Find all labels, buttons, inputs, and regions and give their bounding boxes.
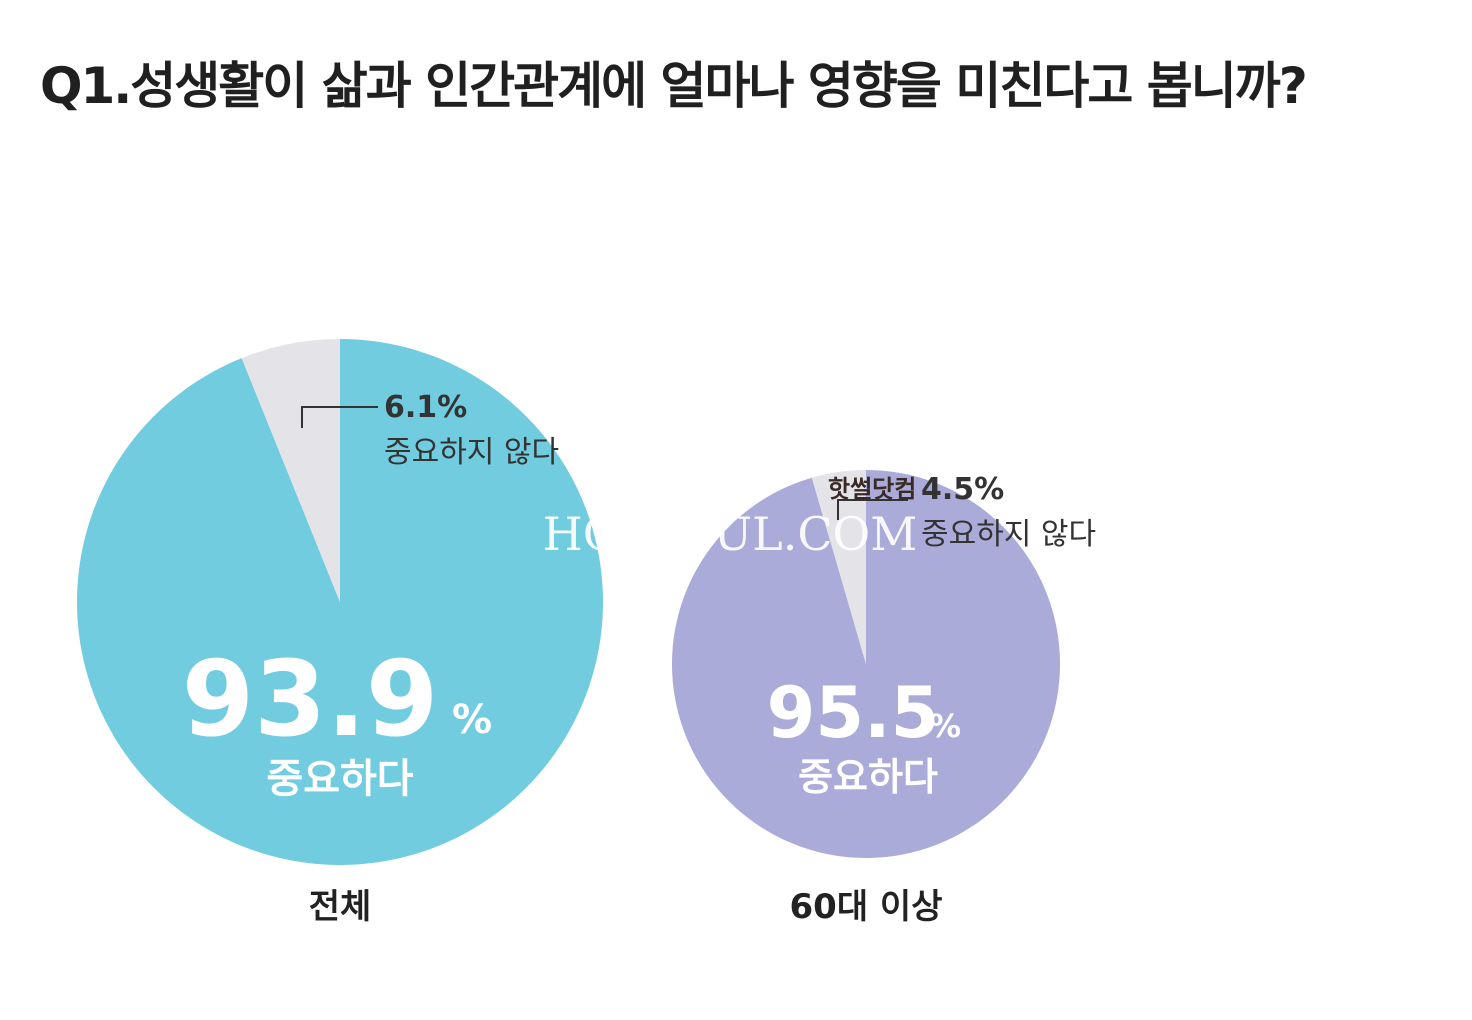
pie-senior-major-label: 중요하다	[798, 755, 938, 799]
pie-senior-major-value: 95.5	[767, 672, 940, 754]
pie-total-minor-label: 중요하지 않다	[384, 435, 559, 470]
pie-total-major-label: 중요하다	[266, 756, 413, 802]
stamp-watermark: 핫썰닷컴	[828, 475, 916, 503]
pie-senior: 핫썰닷컴 4.5% 중요하지 않다 95.5 % 중요하다 60대 이상	[671, 470, 1096, 927]
pie-total: 6.1% 중요하지 않다 93.9 % 중요하다 전체	[76, 339, 603, 927]
pie-total-minor-value: 6.1%	[384, 390, 467, 425]
pie-total-leader-line	[301, 406, 378, 428]
pie-total-category-label: 전체	[309, 887, 372, 927]
pie-total-major-value: 93.9	[182, 638, 439, 760]
pie-total-slice-important	[76, 339, 603, 865]
pie-total-slice-not-important	[241, 339, 340, 602]
pie-senior-minor-value: 4.5%	[921, 472, 1004, 507]
pie-senior-slice-important	[671, 470, 1060, 859]
pie-senior-leader-line	[837, 499, 908, 520]
pie-total-major-unit: %	[452, 697, 492, 743]
site-watermark: HOTSSUL.COM	[543, 507, 918, 561]
pie-senior-category-label: 60대 이상	[790, 887, 943, 927]
pie-senior-minor-label: 중요하지 않다	[921, 517, 1096, 552]
pie-senior-major-unit: %	[929, 707, 961, 745]
pie-senior-slice-not-important	[811, 470, 866, 664]
chart-title: Q1.성생활이 삶과 인간관계에 얼마나 영향을 미친다고 봅니까?	[40, 57, 1308, 115]
